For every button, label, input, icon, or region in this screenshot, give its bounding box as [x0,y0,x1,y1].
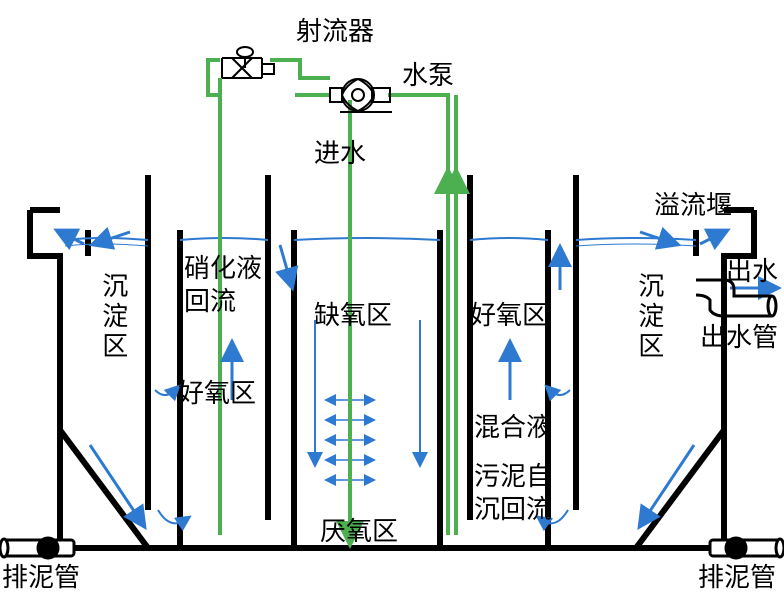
label-anoxic-zone: 缺氧区 [314,300,392,331]
label-anaerobic-zone: 厌氧区 [320,516,398,547]
pump-icon [330,79,392,112]
baffles [88,175,696,548]
water-surface [65,238,696,246]
label-mixed-liquor: 混合液 [474,412,552,443]
label-pump: 水泵 [402,60,454,91]
label-outlet: 出水 [726,256,778,287]
tank-outline [30,210,754,548]
label-overflow-weir: 溢流堰 [654,190,732,221]
label-aerobic-right: 好氧区 [470,300,548,331]
label-aerobic-left: 好氧区 [178,378,256,409]
label-sed-left: 沉淀区 [96,272,130,362]
label-sludge-pipe-left: 排泥管 [2,562,80,593]
label-outlet-pipe: 出水管 [700,322,778,353]
label-sludge-pipe-right: 排泥管 [698,562,776,593]
label-ejector: 射流器 [296,16,374,47]
diagram-canvas: 射流器 水泵 进水 溢流堰 出水 出水管 排泥管 排泥管 厌氧区 缺氧区 好氧区… [0,0,784,614]
ejector-icon [222,47,274,78]
label-sed-right: 沉淀区 [632,272,666,362]
label-sludge-self-return: 污泥自沉回流 [474,460,564,525]
label-nitrification-return: 硝化液回流 [184,252,274,317]
label-inlet: 进水 [314,138,366,169]
